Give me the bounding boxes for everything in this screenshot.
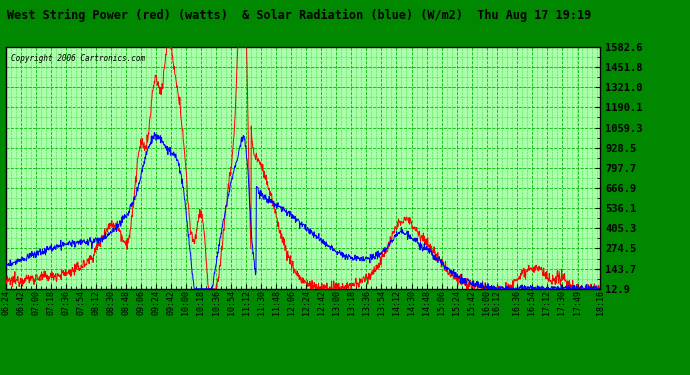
Text: West String Power (red) (watts)  & Solar Radiation (blue) (W/m2)  Thu Aug 17 19:: West String Power (red) (watts) & Solar … bbox=[7, 9, 591, 22]
Text: Copyright 2006 Cartronics.com: Copyright 2006 Cartronics.com bbox=[12, 54, 146, 63]
